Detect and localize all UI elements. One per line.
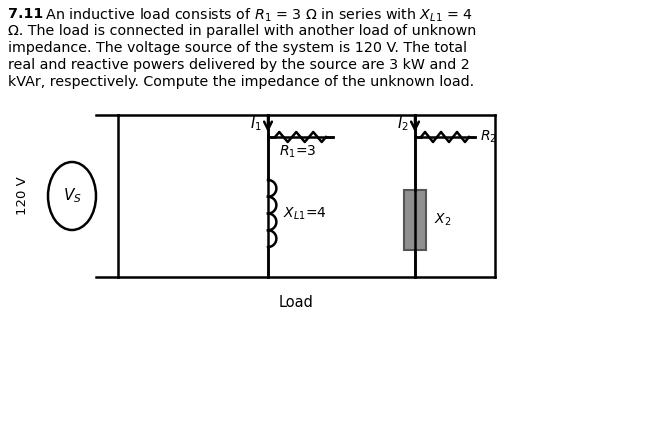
Text: An inductive load consists of $R_1$ = 3 $\Omega$ in series with $X_{L1}$ = 4: An inductive load consists of $R_1$ = 3 … [41, 7, 473, 24]
Text: impedance. The voltage source of the system is 120 V. The total: impedance. The voltage source of the sys… [8, 41, 467, 55]
Text: $X_2$: $X_2$ [434, 212, 451, 228]
Bar [404, 190, 426, 250]
Text: 7.11: 7.11 [8, 7, 43, 21]
Text: kVAr, respectively. Compute the impedance of the unknown load.: kVAr, respectively. Compute the impedanc… [8, 75, 474, 89]
Text: $I_1$: $I_1$ [250, 114, 262, 133]
Text: $V_S$: $V_S$ [63, 187, 82, 205]
Text: real and reactive powers delivered by the source are 3 kW and 2: real and reactive powers delivered by th… [8, 58, 470, 72]
Text: 120 V: 120 V [16, 177, 28, 215]
Text: Ω. The load is connected in parallel with another load of unknown: Ω. The load is connected in parallel wit… [8, 24, 476, 38]
Text: $X_{L1}$=4: $X_{L1}$=4 [283, 205, 327, 222]
Text: $R_2$: $R_2$ [480, 129, 497, 145]
Text: Load: Load [279, 295, 314, 310]
Text: $I_2$: $I_2$ [397, 114, 409, 133]
Text: $R_1$=3: $R_1$=3 [279, 144, 316, 160]
